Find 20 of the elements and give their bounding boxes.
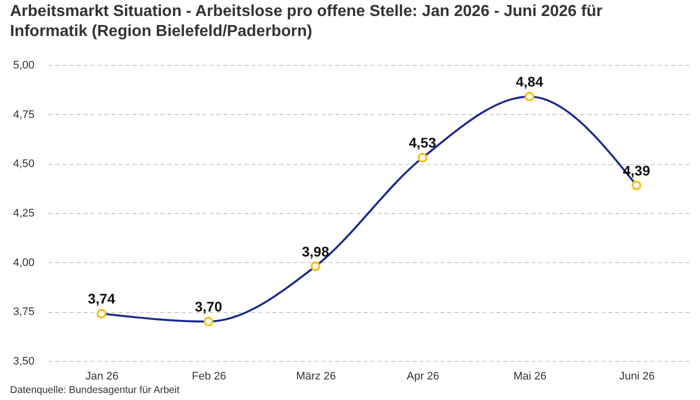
data-label: 4,84 [516, 74, 544, 90]
text: Datenquelle: Bundesagentur für Arbeit [10, 385, 180, 396]
data-label: 3,98 [302, 243, 330, 260]
chart-title: Arbeitsmarkt Situation - Arbeitslose pro offene Stelle: Jan 2026 - Juni 2026 für Informatik (Region Bielefeld/Paderborn) [10, 3, 602, 40]
y-tick-label: 4,75 [13, 108, 34, 121]
x-tick-label: Mai 26 [513, 370, 547, 382]
x-tick-label: Apr 26 [406, 370, 440, 382]
x-tick-label: Juni 26 [619, 370, 655, 382]
data-label: 3,70 [194, 298, 222, 315]
x-tick-label: Jan 26 [85, 370, 119, 382]
y-tick-label: 3,75 [13, 306, 34, 318]
data-label: 3,74 [88, 290, 116, 307]
y-tick-label: 5,00 [13, 60, 34, 72]
x-tick-label: März 26 [296, 370, 336, 382]
x-tick-label: Feb 26 [192, 370, 226, 382]
y-tick-label: 4,50 [13, 158, 34, 170]
y-tick-label: 4,25 [13, 208, 34, 220]
data-label: 4,53 [408, 134, 436, 151]
y-tick-label: 4,00 [13, 256, 34, 269]
y-tick-label: 3,50 [13, 356, 34, 368]
